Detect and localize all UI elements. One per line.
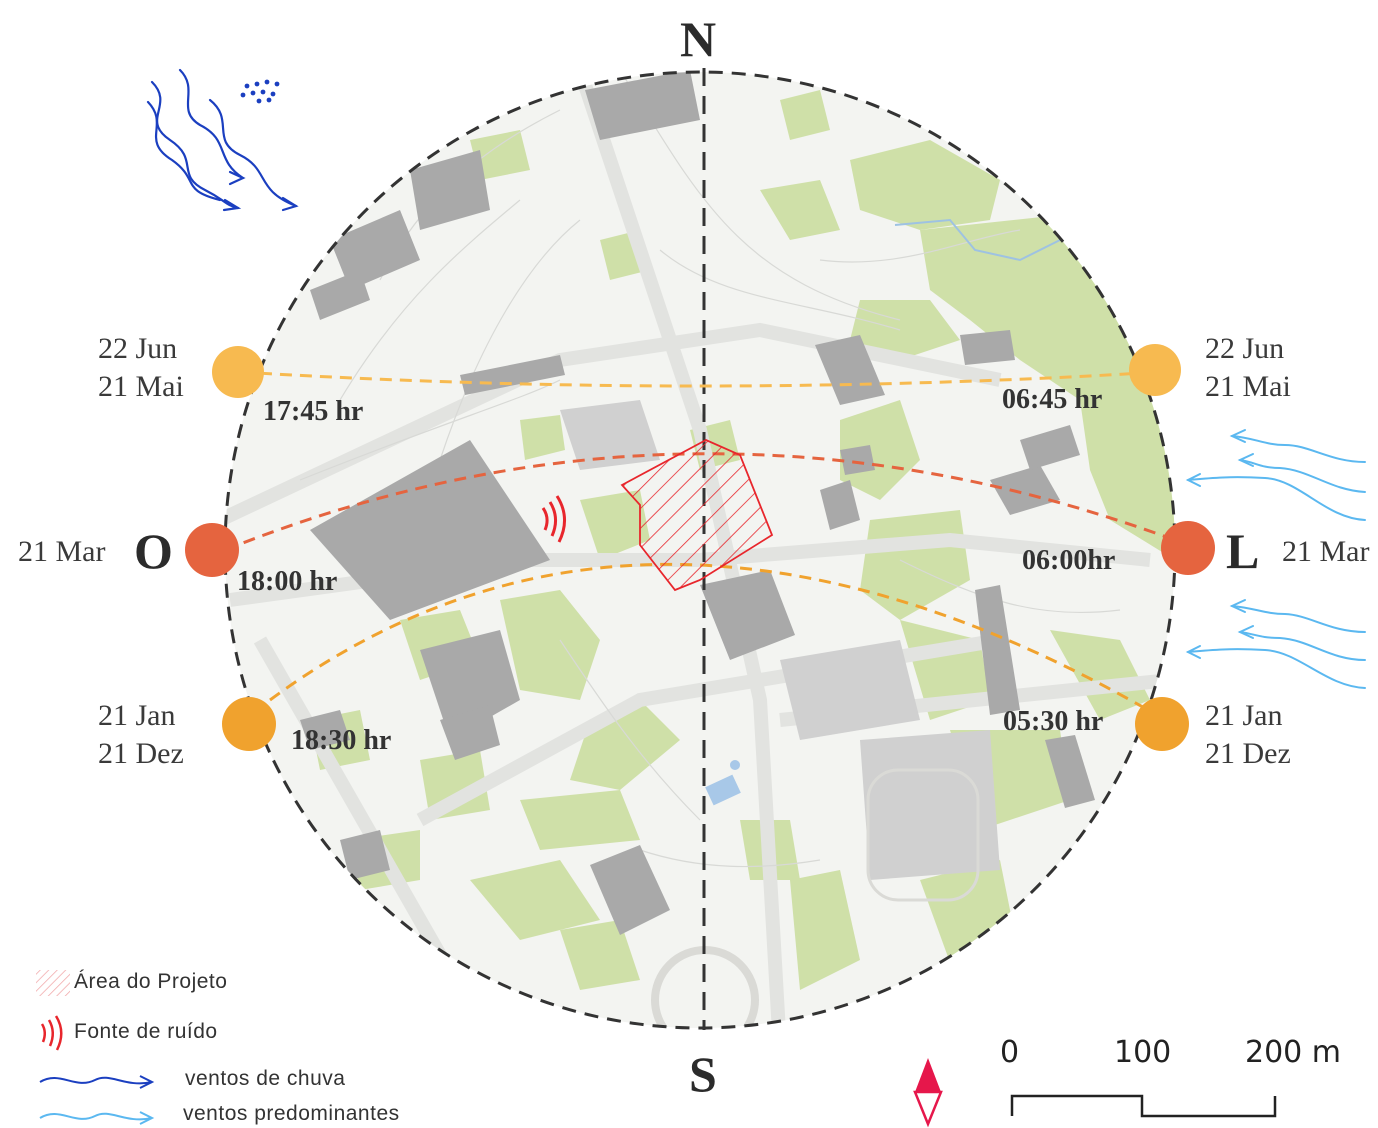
sports-field <box>866 768 980 902</box>
compass-east: L <box>1226 523 1260 579</box>
sun-west-march <box>185 523 239 577</box>
date-line: 21 Dez <box>1205 737 1291 770</box>
date-label-east-june: 22 Jun 21 Mai <box>1205 330 1291 406</box>
rain-drops-icon <box>240 79 280 104</box>
sun-path-june <box>239 370 1161 388</box>
compass-south: S <box>689 1046 717 1102</box>
time-label-west-june: 17:45 hr <box>263 396 364 427</box>
rain-wind-arrows <box>146 68 299 212</box>
legend-noise-source-label: Fonte de ruído <box>74 1020 218 1043</box>
date-line: 21 Jan <box>1205 699 1283 732</box>
time-label-east-june: 06:45 hr <box>1002 384 1103 415</box>
sun-east-march <box>1161 521 1215 575</box>
date-line: 21 Jan <box>98 699 176 732</box>
sun-west-december <box>222 697 276 751</box>
date-label-east-december: 21 Jan 21 Dez <box>1205 697 1291 773</box>
project-area <box>620 438 774 592</box>
legend-noise-icon <box>40 1015 63 1051</box>
sun-west-june <box>212 346 264 398</box>
base-map <box>225 72 1175 1028</box>
legend-project-area-swatch <box>36 970 70 996</box>
time-label-west-december: 18:30 hr <box>291 725 392 756</box>
date-label-west-june: 22 Jun 21 Mai <box>98 330 184 406</box>
legend-prevailing-wind-icon <box>39 1111 155 1125</box>
legend-rain-wind-icon <box>39 1075 155 1089</box>
scale-tick-100: 100 <box>1114 1035 1172 1070</box>
scale-tick-0: 0 <box>1000 1035 1020 1070</box>
sun-east-june <box>1129 344 1181 396</box>
prevailing-wind-arrows <box>1185 429 1366 689</box>
time-label-east-december: 05:30 hr <box>1003 706 1104 737</box>
buildings <box>300 72 1095 935</box>
compass-north: N <box>680 11 717 67</box>
legend-prevailing-winds-label: ventos predominantes <box>183 1102 400 1125</box>
date-line: 22 Jun <box>1205 332 1285 365</box>
date-line: 21 Dez <box>98 737 184 770</box>
noise-source-icon <box>541 495 566 543</box>
scale-tick-200: 200 m <box>1245 1035 1342 1070</box>
time-label-east-march: 06:00hr <box>1022 545 1116 576</box>
date-line: 22 Jun <box>98 332 178 365</box>
scale-bar <box>1010 1094 1277 1118</box>
legend-rain-winds-label: ventos de chuva <box>185 1067 346 1090</box>
date-label-east-march: 21 Mar <box>1282 535 1370 568</box>
legend-project-area-label: Área do Projeto <box>74 970 228 993</box>
time-label-west-march: 18:00 hr <box>237 566 338 597</box>
date-line: 21 Mai <box>1205 370 1291 403</box>
date-label-west-december: 21 Jan 21 Dez <box>98 697 184 773</box>
date-line: 21 Mai <box>98 370 184 403</box>
north-arrow-icon <box>913 1058 943 1128</box>
compass-west: O <box>134 523 173 579</box>
date-label-west-march: 21 Mar <box>18 535 106 568</box>
sun-east-december <box>1135 697 1189 751</box>
